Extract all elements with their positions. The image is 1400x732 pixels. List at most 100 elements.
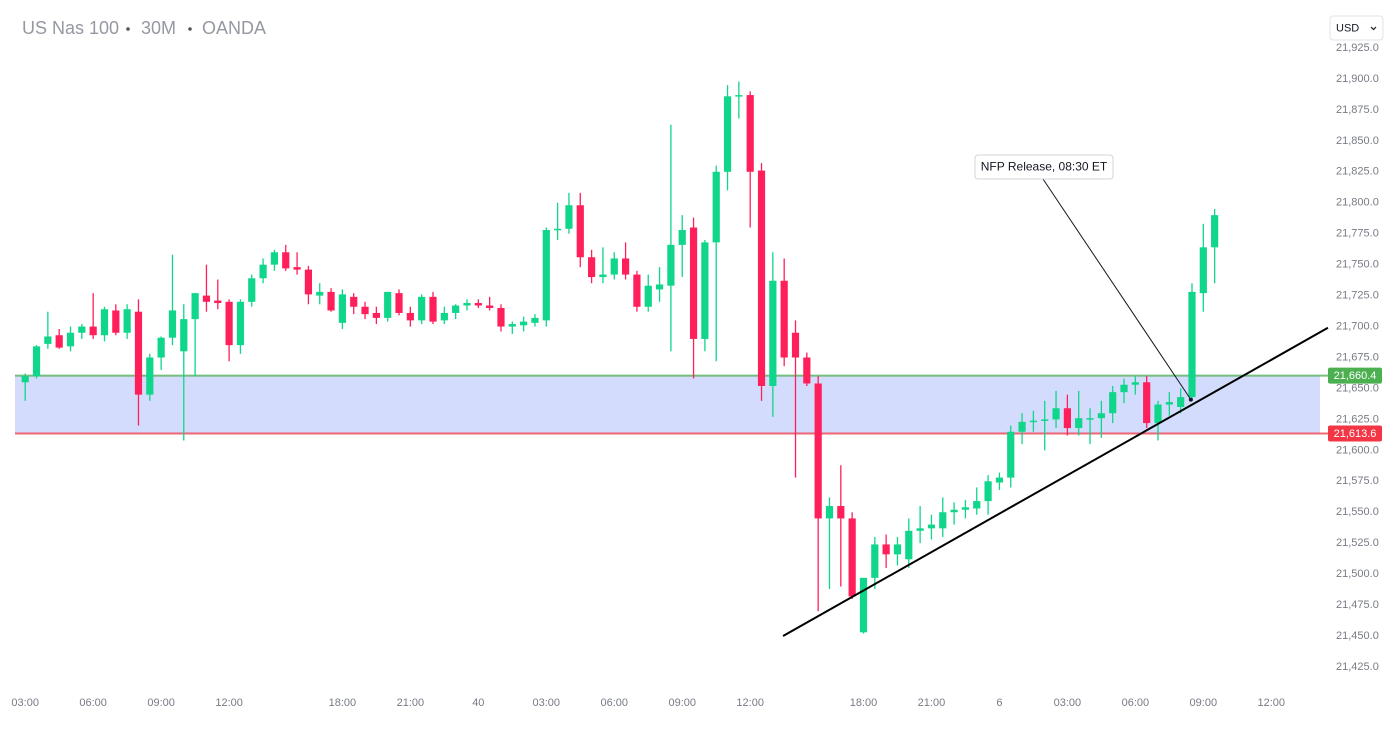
symbol: US Nas 100 [22,18,119,38]
y-tick-label: 21,825.0 [1336,166,1379,178]
candle-body [905,530,913,560]
candle-body [882,544,890,555]
broker: OANDA [202,18,266,38]
candle-body [1097,413,1105,419]
currency-button[interactable]: USD [1329,15,1384,41]
candle-body [735,95,743,97]
x-tick-label: 18:00 [329,697,357,709]
candle-body [757,170,766,386]
x-tick-label: 21:00 [918,697,946,709]
candle-body [304,269,312,295]
candle-body [610,258,618,275]
x-tick-label: 40 [472,697,484,709]
candle-body [995,477,1004,483]
candle-body [871,544,879,578]
candle-body [1131,382,1139,385]
y-tick-label: 21,925.0 [1336,42,1379,54]
x-tick-label: 6 [996,697,1002,709]
y-tick-label: 21,475.0 [1336,599,1379,611]
header: US Nas 100 30M OANDA [22,18,266,38]
candle-body [814,383,822,519]
candle-body [689,227,698,339]
candle-body [1165,402,1173,405]
annotation-box [974,154,1114,180]
y-tick-label: 21,900.0 [1336,73,1379,85]
y-tick-label: 21,575.0 [1336,475,1379,487]
candle-body [848,518,856,597]
candle-body [633,274,641,307]
candle-body [667,244,675,286]
candle-body [825,506,834,519]
x-tick-label: 12:00 [1258,697,1286,709]
candle-body [859,577,868,633]
candle-body [1154,404,1162,424]
candle-body [463,303,471,306]
candle-body [1063,408,1071,429]
candle-body [712,171,720,243]
candle-body [474,303,482,306]
price-label: 21,660.4 [1334,370,1377,382]
candle-body [248,278,256,302]
candle-body [644,285,652,307]
y-tick-label: 21,600.0 [1336,444,1379,456]
x-tick-label: 09:00 [1190,697,1218,709]
x-tick-label: 18:00 [850,697,878,709]
y-tick-label: 21,775.0 [1336,228,1379,240]
x-tick-label: 12:00 [215,697,243,709]
candle-body [588,257,596,278]
candle-body [893,544,902,555]
candle-body [350,296,358,307]
candle-body [1199,247,1207,294]
candle-body [950,509,958,513]
y-tick-label: 21,550.0 [1336,506,1379,518]
candle-body [78,326,86,333]
candle-body [746,95,754,172]
x-tick-label: 03:00 [1054,697,1082,709]
candle-body [395,293,403,313]
candle-body [214,300,222,304]
price-label-box [1328,367,1382,384]
candle-body [338,294,346,323]
candle-body [1188,291,1196,398]
candle-body [1109,392,1117,414]
candle-body [384,291,392,318]
currency[interactable]: USD [1336,22,1359,34]
candle-body [89,326,97,336]
candle-body [678,230,686,245]
y-tick-label: 21,625.0 [1336,413,1379,425]
y-tick-label: 21,650.0 [1336,382,1379,394]
currency-box[interactable] [1329,15,1384,41]
candle-body [1018,421,1026,432]
y-tick-label: 21,450.0 [1336,630,1379,642]
candle-body [429,296,437,322]
candle-body [100,309,109,336]
x-tick-label: 09:00 [668,697,696,709]
candle-body [1052,408,1060,420]
candle-body [1177,397,1185,408]
candle-body [123,309,131,333]
candle-body [984,481,992,502]
y-tick-label: 21,675.0 [1336,351,1379,363]
candle-body [236,301,245,346]
candle-body [599,274,607,278]
candle-body [146,357,154,395]
candle-body [803,357,811,384]
candle-body [542,230,550,321]
candle-body [157,337,165,358]
candle-body [554,228,562,231]
candle-body [406,312,414,321]
zone [15,375,1320,434]
candle-body [372,312,380,318]
x-tick-label: 06:00 [79,697,107,709]
candle-body [780,280,788,358]
candle-body [497,307,505,327]
candle-body [791,332,800,358]
y-tick-label: 21,725.0 [1336,290,1379,302]
candle-body [112,310,120,333]
price-label-box [1328,425,1382,442]
x-tick-label: 06:00 [600,697,628,709]
candle-body [723,96,732,172]
candle-body [270,252,279,265]
